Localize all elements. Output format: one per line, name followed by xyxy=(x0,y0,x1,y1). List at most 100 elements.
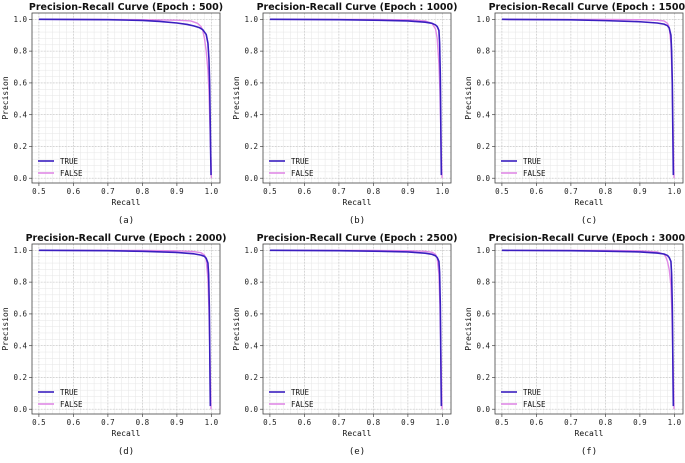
y-tick-label: 0.0 xyxy=(13,174,27,183)
legend-label-true: TRUE xyxy=(291,388,310,397)
x-tick-label: 0.5 xyxy=(263,418,277,427)
x-tick-label: 0.9 xyxy=(170,187,184,196)
legend: TRUE FALSE xyxy=(38,157,83,178)
y-tick-label: 0.4 xyxy=(244,341,258,350)
legend: TRUE FALSE xyxy=(38,388,83,409)
y-tick-label: 0.0 xyxy=(476,405,490,414)
x-tick-label: 0.8 xyxy=(599,187,613,196)
chart-title: Precision-Recall Curve (Epoch : 2000) xyxy=(26,233,227,244)
y-tick-label: 0.6 xyxy=(13,310,27,319)
x-tick-label: 1.0 xyxy=(668,418,682,427)
x-tick-label: 0.6 xyxy=(298,187,312,196)
series-line-true xyxy=(269,18,443,176)
axes-frame xyxy=(494,12,684,184)
y-tick-label: 0.6 xyxy=(244,79,258,88)
x-tick-label: 0.7 xyxy=(564,418,578,427)
x-axis-label: Recall xyxy=(112,429,141,438)
y-tick-label: 0.8 xyxy=(13,47,27,56)
x-tick-label: 0.8 xyxy=(599,418,613,427)
chart-panel-6: 0.5 0.6 0.7 0.8 0.9 1.0 0.0 0.2 0.4 0.6 0.8 1.0 Prec… xyxy=(464,233,685,457)
legend-label-true: TRUE xyxy=(291,157,310,166)
y-axis-label: Precision xyxy=(464,307,473,351)
y-tick-label: 0.8 xyxy=(244,47,258,56)
x-axis-label: Recall xyxy=(575,198,604,207)
axes-frame xyxy=(494,243,684,415)
plot-area xyxy=(263,244,451,414)
plot-area xyxy=(263,13,451,183)
y-tick-label: 0.8 xyxy=(244,278,258,287)
series-line-true xyxy=(501,18,675,176)
x-tick-label: 0.8 xyxy=(136,418,150,427)
chart-title: Precision-Recall Curve (Epoch : 1000) xyxy=(257,2,458,13)
x-axis-label: Recall xyxy=(343,198,372,207)
y-axis-label: Precision xyxy=(232,307,241,351)
x-tick-label: 1.0 xyxy=(436,418,450,427)
y-tick-label: 0.6 xyxy=(476,79,490,88)
legend: TRUE FALSE xyxy=(501,388,546,409)
x-tick-label: 0.7 xyxy=(101,418,115,427)
y-tick-label: 0.4 xyxy=(13,341,27,350)
legend: TRUE FALSE xyxy=(501,157,546,178)
y-tick-label: 0.0 xyxy=(244,405,258,414)
y-tick-label: 0.4 xyxy=(476,341,490,350)
y-tick-label: 1.0 xyxy=(244,246,258,255)
x-tick-label: 0.9 xyxy=(170,418,184,427)
y-axis-label: Precision xyxy=(464,76,473,120)
chart-title: Precision-Recall Curve (Epoch : 3000) xyxy=(489,233,685,244)
y-tick-label: 0.4 xyxy=(13,110,27,119)
axes-frame xyxy=(262,243,452,415)
y-axis-label: Precision xyxy=(1,307,10,351)
x-tick-label: 0.9 xyxy=(633,418,647,427)
y-tick-label: 0.8 xyxy=(476,47,490,56)
y-tick-label: 0.6 xyxy=(244,310,258,319)
legend-label-true: TRUE xyxy=(60,157,79,166)
chart-panel-5: 0.5 0.6 0.7 0.8 0.9 1.0 0.0 0.2 0.4 0.6 0.8 1.0 Prec… xyxy=(232,233,457,457)
y-tick-label: 1.0 xyxy=(244,15,258,24)
x-tick-label: 0.9 xyxy=(401,187,415,196)
legend-label-false: FALSE xyxy=(523,169,546,178)
x-tick-label: 0.7 xyxy=(332,418,346,427)
plot-area xyxy=(32,244,220,414)
x-tick-label: 1.0 xyxy=(668,187,682,196)
chart-title: Precision-Recall Curve (Epoch : 1500) xyxy=(489,2,685,13)
axes-frame xyxy=(31,243,221,415)
x-tick-label: 0.5 xyxy=(495,187,509,196)
x-tick-label: 0.7 xyxy=(101,187,115,196)
y-tick-label: 0.2 xyxy=(244,142,258,151)
x-tick-label: 0.8 xyxy=(136,187,150,196)
x-tick-label: 1.0 xyxy=(205,418,219,427)
chart-panel-3: 0.5 0.6 0.7 0.8 0.9 1.0 0.0 0.2 0.4 0.6 0.8 1.0 Prec… xyxy=(464,2,685,226)
x-tick-label: 0.8 xyxy=(367,418,381,427)
y-axis-label: Precision xyxy=(1,76,10,120)
legend: TRUE FALSE xyxy=(269,388,314,409)
y-tick-label: 0.0 xyxy=(13,405,27,414)
x-tick-label: 1.0 xyxy=(205,187,219,196)
y-tick-label: 1.0 xyxy=(476,15,490,24)
y-tick-label: 0.2 xyxy=(13,373,27,382)
series-line-true xyxy=(269,249,443,407)
x-tick-label: 0.6 xyxy=(530,418,544,427)
x-axis-label: Recall xyxy=(112,198,141,207)
x-tick-label: 0.9 xyxy=(401,418,415,427)
axes-frame xyxy=(262,12,452,184)
x-tick-label: 0.7 xyxy=(332,187,346,196)
y-tick-label: 0.8 xyxy=(476,278,490,287)
chart-panel-4: 0.5 0.6 0.7 0.8 0.9 1.0 0.0 0.2 0.4 0.6 0.8 1.0 Prec… xyxy=(1,233,226,457)
series-line-true xyxy=(501,249,675,407)
x-tick-label: 0.6 xyxy=(298,418,312,427)
y-tick-label: 0.8 xyxy=(13,278,27,287)
x-tick-label: 0.6 xyxy=(67,187,81,196)
x-tick-label: 0.8 xyxy=(367,187,381,196)
y-tick-label: 0.0 xyxy=(244,174,258,183)
y-tick-label: 0.4 xyxy=(476,110,490,119)
x-tick-label: 0.6 xyxy=(67,418,81,427)
series-line-true xyxy=(38,18,212,176)
y-axis-label: Precision xyxy=(232,76,241,120)
y-tick-label: 0.2 xyxy=(476,373,490,382)
y-tick-label: 0.2 xyxy=(476,142,490,151)
x-tick-label: 0.5 xyxy=(263,187,277,196)
y-tick-label: 0.2 xyxy=(244,373,258,382)
plot-area xyxy=(495,13,683,183)
